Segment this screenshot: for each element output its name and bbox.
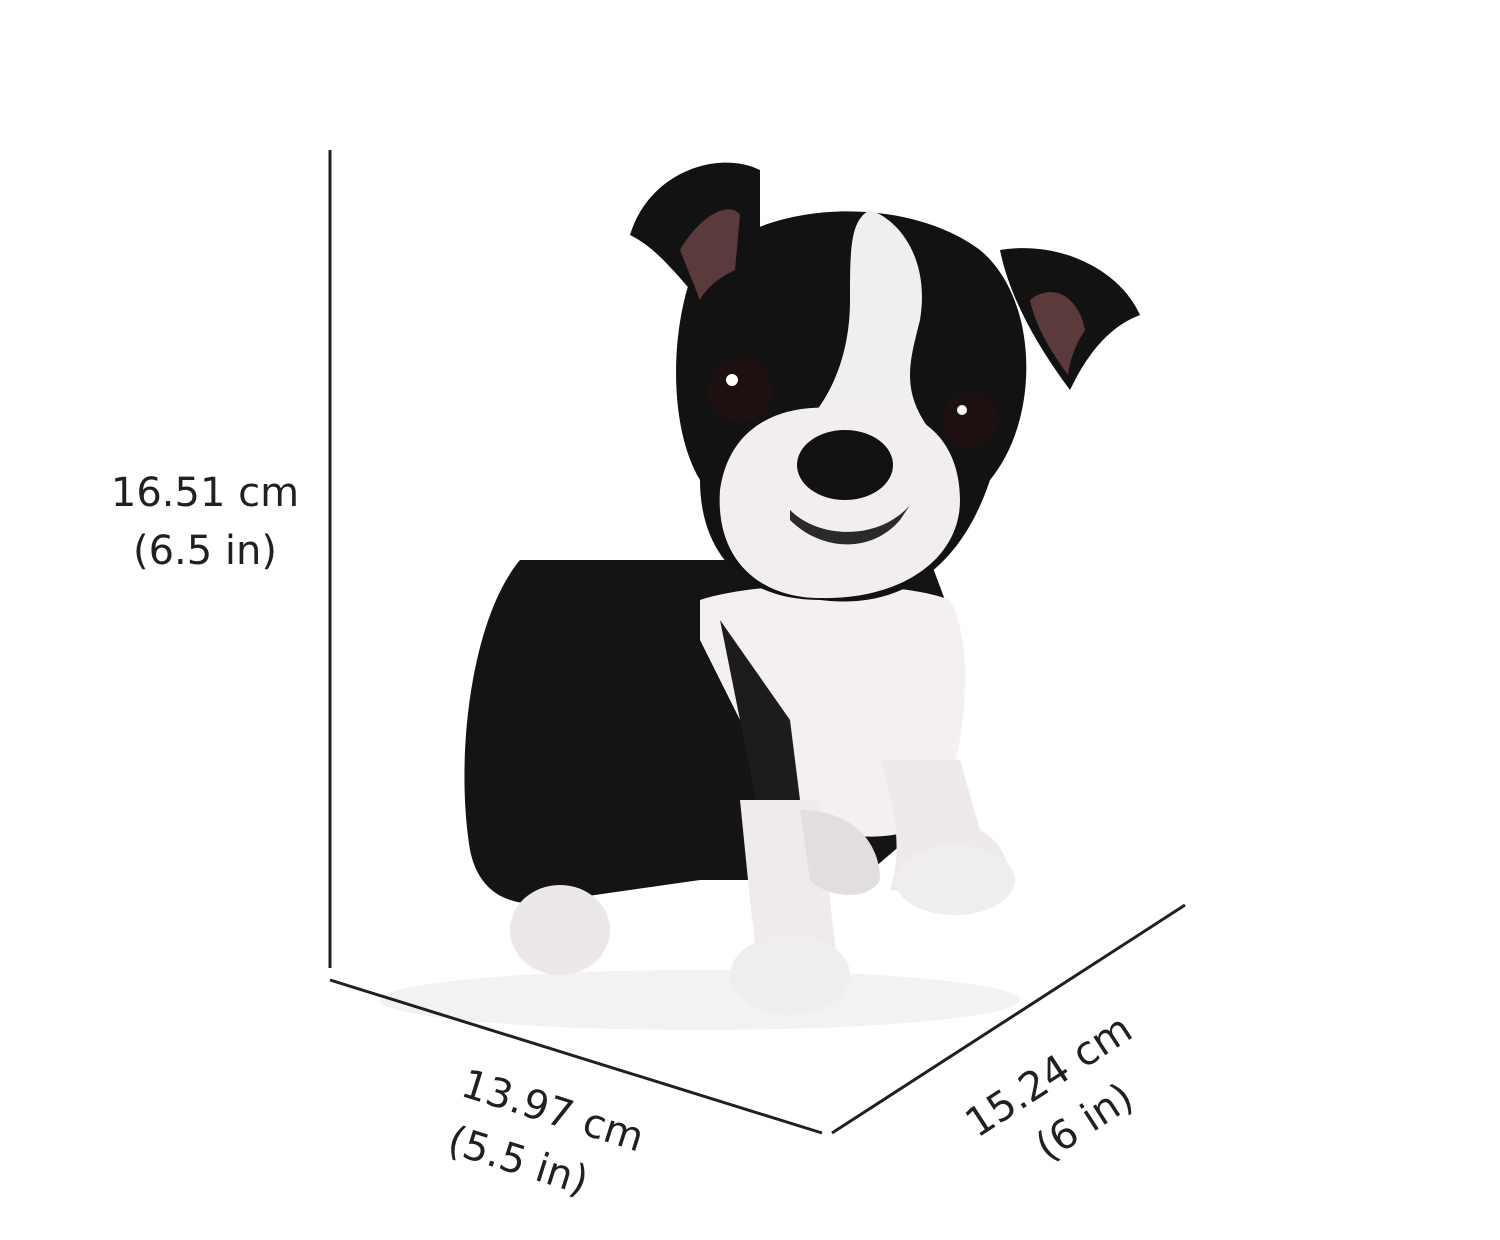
width-line (329, 978, 823, 1135)
height-imperial: (6.5 in) (133, 528, 277, 574)
puppy-figurine (380, 162, 1140, 1030)
height-metric: 16.51 cm (111, 470, 299, 516)
depth-line (831, 903, 1186, 1135)
